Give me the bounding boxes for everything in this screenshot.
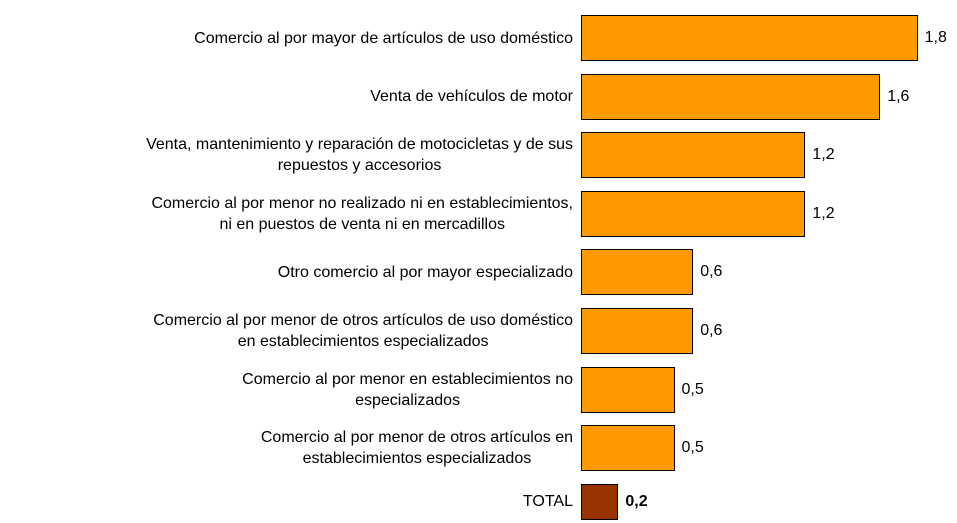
category-label-text: Otro comercio al por mayor especializado [277,263,573,281]
value-label: 0,6 [700,308,722,354]
value-label-text: 1,2 [812,146,835,164]
category-label-text: Comercio al por menor no realizado ni en… [151,194,573,233]
category-label: Comercio al por mayor de artículos de us… [0,15,573,61]
value-label-text: 1,8 [924,29,947,46]
category-label-text: Venta, mantenimiento y reparación de mot… [146,136,573,175]
category-label-text: Comercio al por mayor de artículos de us… [194,29,573,47]
value-label-text: 1,6 [887,87,910,105]
bar [581,249,694,296]
value-label-text: 1,2 [812,204,835,222]
value-label: 1,8 [925,15,947,61]
value-label: 0,5 [682,425,704,471]
value-label: 0,6 [700,249,722,295]
category-label: Comercio al por menor no realizado ni en… [0,191,573,237]
bar [581,425,675,472]
category-label: Venta, mantenimiento y reparación de mot… [0,132,573,178]
category-label: Comercio al por menor de otros artículos… [0,425,573,471]
category-label: Comercio al por menor de otros artículos… [0,308,573,354]
value-label-text: 0,6 [700,322,723,339]
category-label-text: Comercio al por menor en establecimiento… [242,370,573,409]
category-label: Venta de vehículos de motor [0,74,573,120]
bar [581,73,881,120]
bar [581,308,694,354]
value-label: 1,2 [812,132,834,178]
bar [581,15,918,61]
value-label: 0,2 [625,484,647,520]
value-label: 1,2 [812,191,834,237]
category-label: Comercio al por menor en establecimiento… [0,367,573,413]
bar [581,132,806,179]
category-label: Otro comercio al por mayor especializado [0,249,573,295]
category-label-text: TOTAL [522,493,573,511]
category-label-text: Comercio al por menor de otros artículos… [260,429,573,468]
value-label: 0,5 [682,367,704,413]
value-label: 1,6 [887,74,909,120]
category-label-text: Venta de vehículos de motor [370,88,573,106]
bar [581,190,806,237]
bar [581,366,675,413]
value-label-text: 0,2 [625,492,648,510]
category-label: TOTAL [0,484,573,520]
bar [581,483,619,520]
category-label-text: Comercio al por menor de otros artículos… [153,312,573,350]
value-label-text: 0,6 [700,263,723,281]
value-label-text: 0,5 [681,439,704,457]
value-label-text: 0,5 [681,380,704,398]
